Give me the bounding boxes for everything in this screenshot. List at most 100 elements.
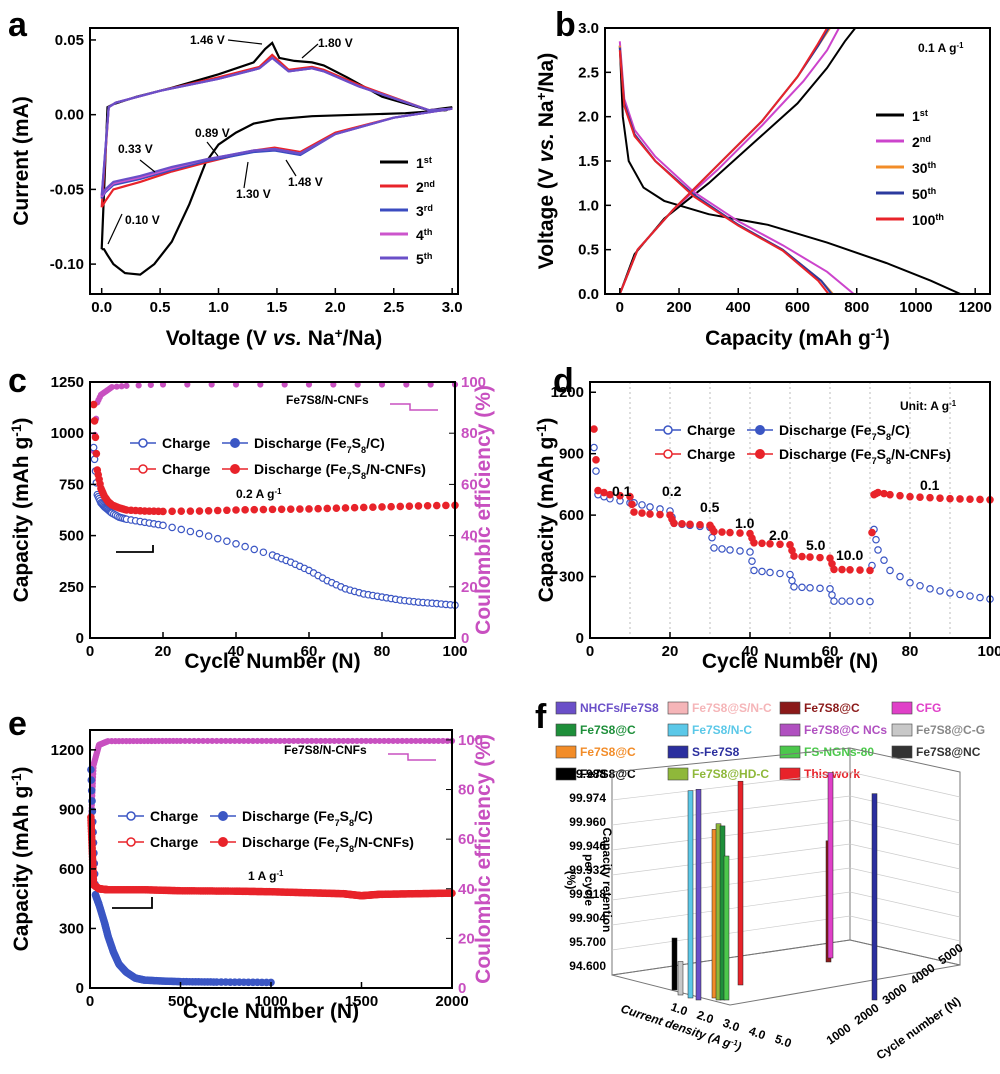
legend-label-part: st [920,108,928,118]
panel-f-grid [849,819,961,846]
panel-f-grid [849,843,961,870]
rate-fe7s8-ncnf-marker [906,492,914,501]
rate-fe7s8-c-marker [798,583,806,592]
panel-f-grid [611,795,851,826]
panel-f-ytick-label: 99.918 [569,887,606,901]
fe7s8-c-marker [177,525,186,534]
legend-label-part: 3 [416,203,424,219]
fe7s8-ncnf-marker [268,505,277,514]
panel-f-ytick-label: 99.960 [569,815,606,829]
panel-f-bar [687,790,694,999]
panel-a-xlabel-part: vs. [273,327,302,350]
rate-fe7s8-ncnf-marker [630,508,638,516]
fe7s8-ncnf-marker [213,506,222,515]
rate-fe7s8-ncnf-marker [816,553,824,562]
ce-marker [135,382,142,389]
panel-f-legend-swatch [667,723,689,737]
ce-marker [113,383,120,390]
panel-e-legend-discharge-label-part: /C) [354,808,373,824]
fe7s8-c-marker [159,521,167,530]
panel-c-legend-discharge-marker [230,464,240,474]
fe7s8-c-marker [204,532,213,540]
panel-e-legend-discharge-label-part: 7 [335,818,340,828]
rate-fe7s8-c-marker [790,582,798,591]
panel-e-y2tick-label: 60 [458,831,475,848]
fe7s8-ncnf-marker [423,501,432,510]
panel-f-bar [723,855,730,1001]
panel-c-legend-discharge-label-part: /N-CNFs) [366,461,426,477]
fe7s8-ncnf-marker [396,502,405,511]
panel-b-ytick-label: 2.0 [578,109,599,126]
annotation-arrow [285,159,297,177]
rate-fe7s8-c-marker [592,467,600,475]
panel-f-legend-swatch [555,767,577,781]
panel-b-ylabel-part: Na [535,100,558,133]
panel-e-legend-discharge-label-part: /N-CNFs) [354,834,414,850]
panel-a-annotation: 1.30 V [236,187,271,201]
panel-f-sidewall [849,747,961,966]
rate-fe7s8-ncnf-marker [696,521,704,529]
panel-c-legend-charge-label: Charge [162,461,210,477]
fe7s8-c-marker [250,545,259,554]
panel-c-ce-arrow [390,403,438,411]
panel-c-ytick-label: 0 [76,630,84,647]
panel-f-bar [737,780,744,986]
panel-f-ztick-label: 3000 [880,980,910,1007]
panel-d-ytick-label: 0 [576,630,584,647]
legend-label: 50th [912,186,936,202]
panel-e-legend-discharge-label-part: 7 [335,844,340,854]
panel-c-y2tick-label: 40 [461,528,478,545]
fe7s8-ncnf-marker [90,417,99,425]
panel-d-xlabel: Cycle Number (N) [702,650,878,673]
panel-e-legend-discharge-label-part: Discharge (Fe [242,808,335,824]
panel-c-legend-charge-marker [138,438,148,448]
panel-e-legend-charge-marker [126,837,136,847]
panel-c-ytick-label: 750 [59,476,84,493]
panel-f-legend-label: Fe7S8@C [580,745,636,759]
panel-f-ylabel: Capacity retention per cycle (%) [564,828,614,933]
rate-fe7s8-c-marker [872,535,880,544]
panel-d-legend-discharge-label: Discharge (Fe7S8/N-CNFs) [779,446,951,466]
panel-e-xtick-label: 2000 [435,993,468,1010]
panel-f-letter: f [535,698,547,736]
fe7s8-ncnf-marker [168,507,176,516]
panel-c-legend-discharge-label-part: 8 [361,445,366,455]
panel-b-ytick-label: 2.5 [578,64,599,81]
rate-fe7s8-ncnf-marker [874,488,882,497]
panel-f-legend-label: Fe7S8/N-C [692,723,752,737]
panel-f-grid [849,867,961,894]
rate-fe7s8-ncnf-marker [726,528,734,537]
panel-d-legend-discharge-label-part: Discharge (Fe [779,422,872,438]
fe7s8-ncnf-marker [232,506,240,514]
rate-fe7s8-c-marker [896,572,904,581]
panel-d-legend-charge-marker [663,425,673,435]
panel-e-y2tick-label: 40 [458,881,475,898]
annotation-arrow [301,43,319,59]
panel-c-legend-discharge-label-part: /C) [366,435,385,451]
panel-f-legend-label: FS-NGNs-80 [804,745,874,759]
panel-b-xtick-label: 800 [844,299,869,316]
panel-c-rate: 0.2 A g-1 [236,487,282,502]
panel-f-bar [871,793,878,1001]
panel-f-bar [671,937,678,991]
panel-e-ylabel-part: Capacity (mAh g [10,786,33,952]
panel-e-legend-discharge-label: Discharge (Fe7S8/N-CNFs) [242,834,414,854]
fe7s8-c-marker [195,529,204,538]
legend-label: 3rd [416,203,433,219]
rate-fe7s8-c-marker [846,597,854,605]
panel-b-ylabel-part: vs. [535,133,558,162]
panel-d-ylabel-part: ) [535,418,558,425]
fe7s8-ncnf-marker [387,502,395,511]
panel-a-annotation: 0.10 V [125,213,160,227]
panel-c-cap-arrow [116,545,154,553]
panel-f-legend-swatch [555,723,577,737]
rate-fe7s8-c-marker [646,503,654,511]
fe7s8-ncnf-marker [204,506,213,515]
rate-fe7s8-c-marker [830,597,838,605]
fe7s8-c-marker [186,527,195,536]
rate-fe7s8-c-marker [750,566,758,575]
rate-fe7s8-ncnf-marker [656,510,664,519]
rate-fe7s8-c-marker [906,578,914,587]
rate-fe7s8-ncnf-marker [616,491,624,500]
